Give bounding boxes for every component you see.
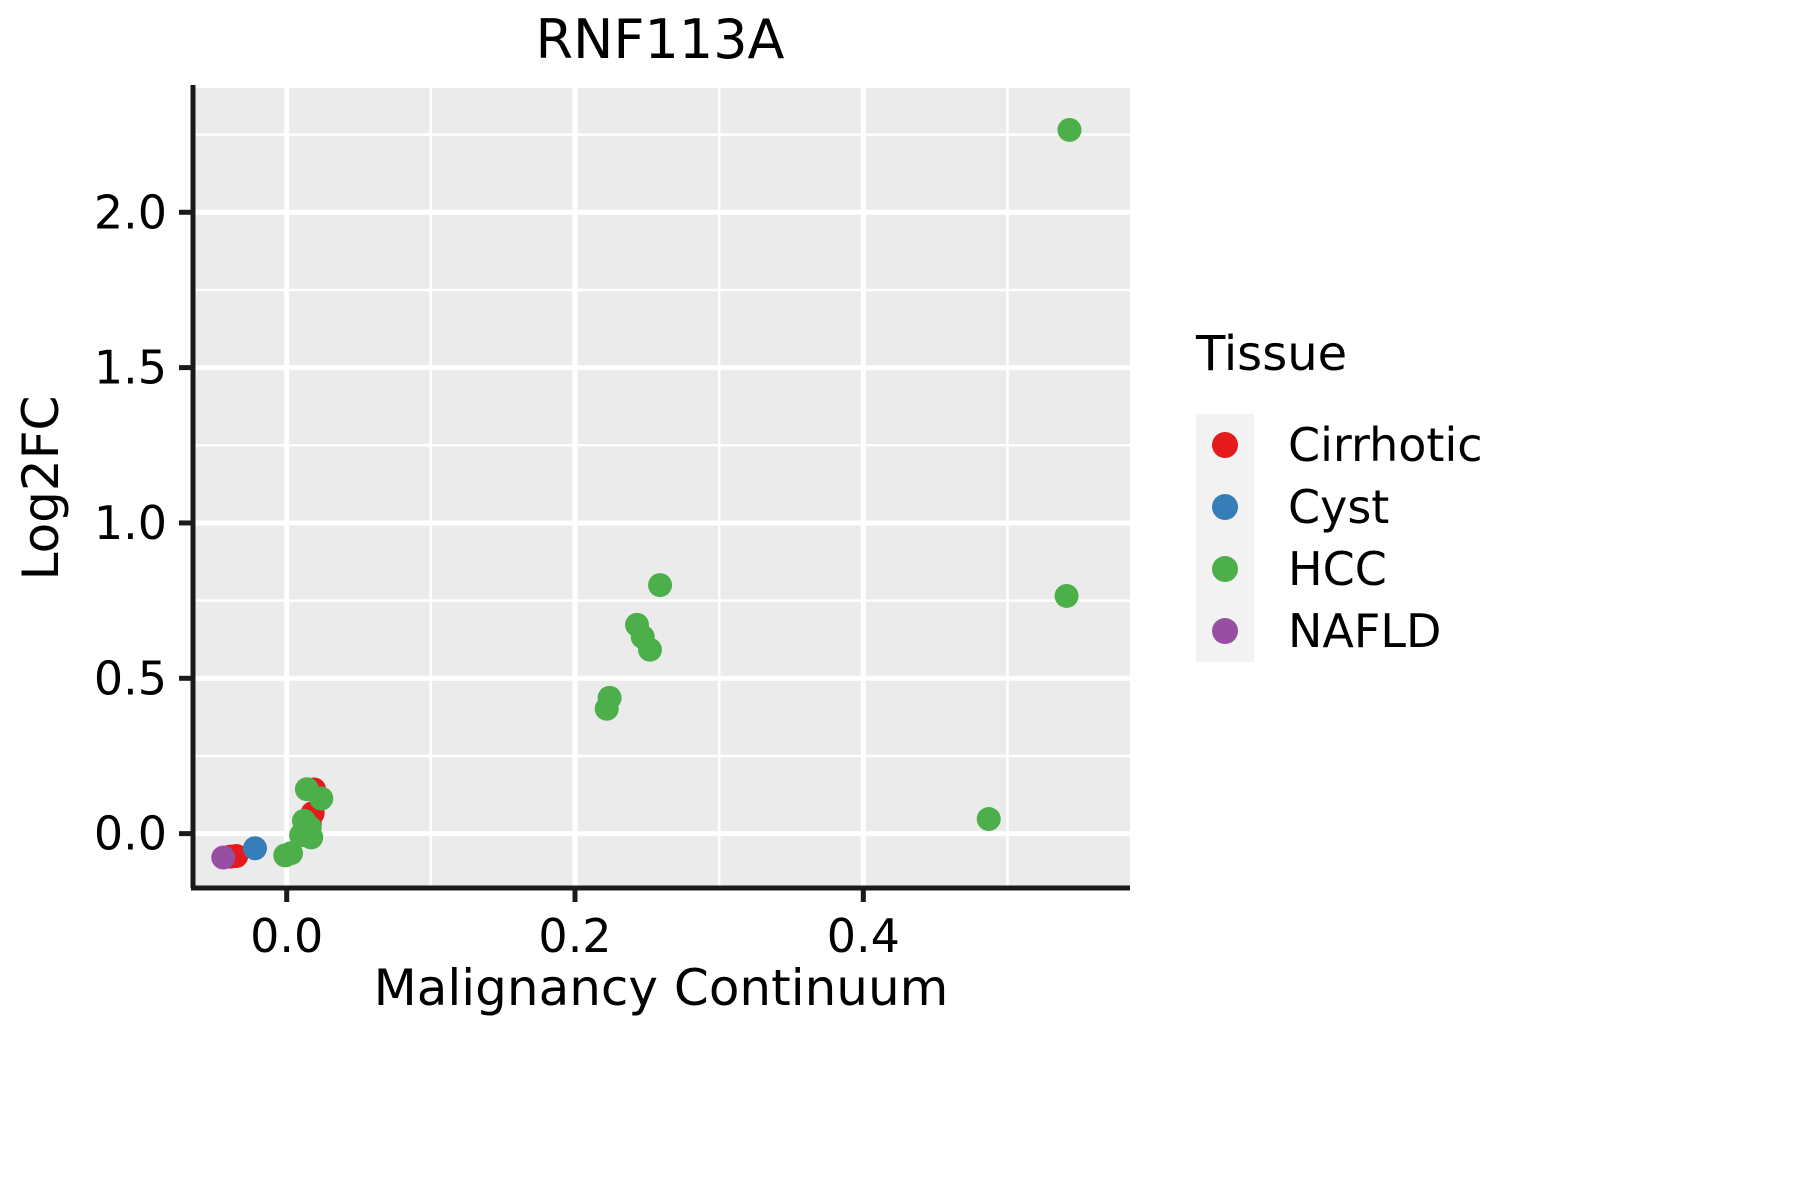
y-axis-tick-labels: 0.0 0.5 1.0 1.5 2.0	[94, 185, 167, 860]
data-point	[637, 637, 662, 662]
y-tick-label: 1.5	[94, 341, 167, 395]
legend: Tissue Cirrhotic Cyst HCC NAFLD	[1195, 326, 1483, 662]
legend-title: Tissue	[1195, 326, 1347, 382]
series-nafld	[211, 845, 236, 870]
major-gridlines	[193, 88, 1130, 888]
data-point	[1057, 117, 1082, 142]
legend-entry-cyst[interactable]: Cyst	[1196, 476, 1389, 538]
legend-entry-hcc[interactable]: HCC	[1196, 538, 1387, 600]
legend-label: Cirrhotic	[1288, 418, 1483, 472]
plot-panel-background	[193, 88, 1130, 888]
x-tick-label: 0.0	[250, 909, 323, 963]
data-point	[1054, 583, 1079, 608]
series-hcc	[273, 117, 1082, 868]
data-point	[976, 807, 1001, 832]
legend-label: Cyst	[1288, 480, 1389, 534]
x-axis-title: Malignancy Continuum	[374, 959, 949, 1017]
y-tick-label: 2.0	[94, 185, 167, 239]
data-points-layer	[211, 117, 1082, 870]
data-point	[273, 843, 298, 868]
legend-label: NAFLD	[1288, 604, 1441, 658]
data-point	[242, 836, 267, 861]
x-axis-tick-labels: 0.0 0.2 0.4	[250, 909, 900, 963]
panel-background-group	[193, 88, 1130, 888]
axis-lines-and-ticks	[179, 85, 1130, 902]
data-point	[299, 825, 324, 850]
legend-entry-cirrhotic[interactable]: Cirrhotic	[1196, 414, 1483, 476]
data-point	[309, 786, 334, 811]
legend-entries: Cirrhotic Cyst HCC NAFLD	[1196, 414, 1483, 662]
legend-entry-nafld[interactable]: NAFLD	[1196, 600, 1441, 662]
y-tick-label: 0.0	[94, 807, 167, 861]
x-tick-label: 0.2	[538, 909, 611, 963]
circle-marker-icon	[1212, 556, 1238, 582]
circle-marker-icon	[1212, 618, 1238, 644]
data-point	[594, 696, 619, 721]
y-axis-title: Log2FC	[12, 396, 70, 581]
minor-gridlines	[193, 88, 1130, 888]
data-point	[211, 845, 236, 870]
circle-marker-icon	[1212, 432, 1238, 458]
circle-marker-icon	[1212, 494, 1238, 520]
legend-label: HCC	[1288, 542, 1387, 596]
y-tick-label: 1.0	[94, 496, 167, 550]
y-tick-label: 0.5	[94, 651, 167, 705]
x-tick-label: 0.4	[827, 909, 900, 963]
data-point	[648, 573, 673, 598]
series-cyst	[242, 836, 267, 861]
chart-title: RNF113A	[536, 8, 785, 71]
